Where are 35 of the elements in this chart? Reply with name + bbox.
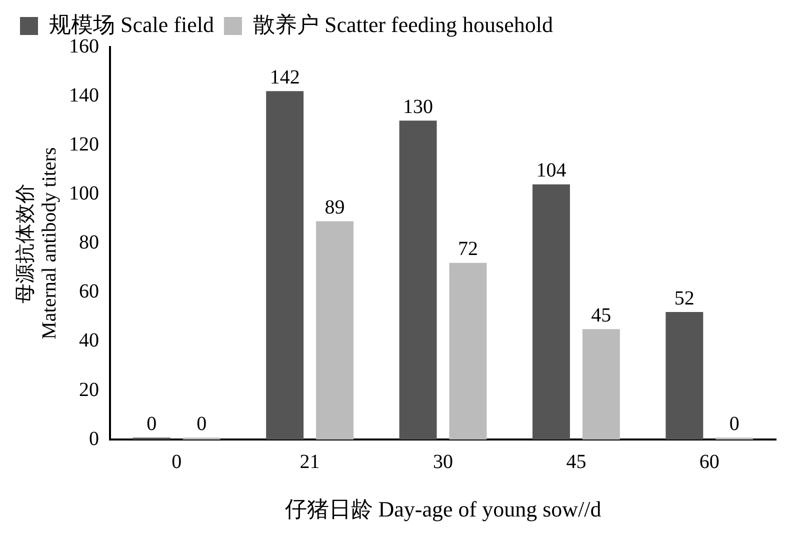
bar: [266, 91, 304, 440]
bar: [532, 184, 570, 440]
x-tick-label: 60: [699, 450, 720, 473]
bar: [399, 120, 437, 440]
data-label: 0: [146, 412, 157, 435]
y-tick-label: 60: [79, 280, 99, 303]
x-tick-label: 30: [433, 450, 453, 473]
y-tick-label: 40: [79, 330, 99, 352]
bar: [449, 262, 487, 440]
y-tick-label: 0: [89, 428, 99, 450]
x-axis-title: 仔猪日龄 Day-age of young sow//d: [284, 496, 602, 522]
data-label: 52: [674, 287, 694, 310]
y-tick-label: 160: [69, 35, 99, 58]
data-label: 0: [196, 412, 207, 435]
data-label: 104: [536, 160, 566, 182]
x-tick-label: 45: [566, 450, 586, 473]
legend-label: 规模场 Scale field: [49, 12, 214, 37]
data-label: 45: [591, 304, 612, 326]
data-label: 0: [729, 412, 740, 435]
data-label: 72: [458, 238, 478, 260]
y-tick-label: 140: [69, 84, 99, 106]
y-tick-label: 100: [69, 182, 99, 204]
data-label: 130: [403, 96, 434, 118]
x-tick-label: 21: [300, 450, 320, 473]
bar: [316, 221, 354, 440]
y-tick-label: 20: [79, 378, 99, 401]
y-tick-label: 120: [69, 133, 99, 156]
bar: [666, 312, 704, 440]
legend-label: 散养户 Scatter feeding household: [252, 12, 553, 37]
data-label: 142: [270, 66, 300, 88]
bar: [582, 329, 620, 440]
y-tick-label: 80: [79, 232, 99, 254]
x-tick-label: 0: [172, 450, 182, 473]
data-label: 89: [324, 196, 345, 218]
y-axis-title: 母源抗体效价 Maternal antibody titers: [14, 147, 60, 340]
